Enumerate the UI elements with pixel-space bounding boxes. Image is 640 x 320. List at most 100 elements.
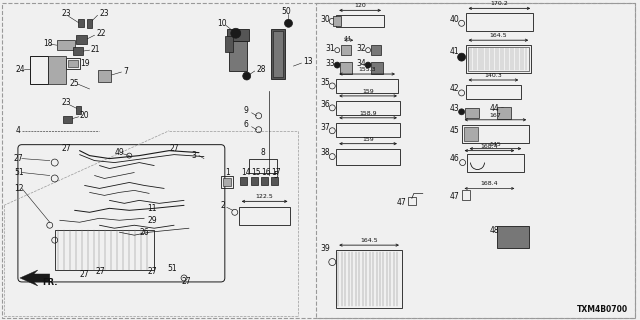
Text: 3: 3 [191, 151, 196, 160]
Bar [66, 58, 79, 69]
Text: 170.2: 170.2 [490, 1, 508, 6]
Bar [223, 179, 231, 187]
Text: 27: 27 [79, 270, 89, 279]
Text: 11: 11 [147, 204, 157, 213]
Text: 30: 30 [321, 15, 330, 24]
Bar [63, 116, 72, 123]
Text: 2: 2 [221, 201, 225, 210]
Text: 51: 51 [167, 263, 177, 273]
Circle shape [499, 229, 506, 237]
Text: 168.4: 168.4 [481, 181, 499, 187]
Text: 23: 23 [61, 98, 71, 108]
Bar [371, 62, 383, 74]
Text: 42: 42 [450, 84, 460, 93]
Bar [30, 56, 48, 84]
Text: 164.5: 164.5 [360, 238, 378, 243]
Circle shape [458, 53, 465, 61]
Bar [465, 108, 479, 118]
Bar [229, 41, 246, 71]
Bar [271, 178, 278, 186]
Bar [227, 29, 249, 41]
Text: 44: 44 [490, 104, 499, 113]
Bar [260, 178, 268, 186]
Bar [249, 159, 276, 172]
Text: 34: 34 [356, 59, 366, 68]
Text: 21: 21 [90, 45, 100, 54]
Text: 33: 33 [326, 59, 335, 68]
Text: 18: 18 [43, 39, 52, 48]
Text: 27: 27 [181, 277, 191, 286]
Bar [465, 13, 533, 31]
Bar [316, 4, 635, 318]
Circle shape [459, 109, 465, 115]
Text: 27: 27 [169, 144, 179, 153]
Bar [461, 190, 470, 200]
Text: 29: 29 [147, 216, 157, 225]
Text: 159: 159 [362, 137, 374, 142]
Bar [341, 45, 351, 55]
Text: 28: 28 [257, 65, 266, 74]
Bar [271, 29, 285, 79]
Text: 47: 47 [396, 198, 406, 207]
Text: 32: 32 [356, 44, 366, 53]
Bar [336, 148, 400, 164]
Bar [333, 16, 341, 26]
Bar [48, 56, 66, 84]
Text: 26: 26 [140, 228, 149, 237]
Bar [497, 107, 511, 119]
Text: 41: 41 [450, 47, 460, 56]
Text: TXM4B0700: TXM4B0700 [577, 305, 628, 314]
Bar [251, 178, 258, 186]
Bar [77, 19, 84, 27]
Text: 140.3: 140.3 [484, 73, 502, 78]
Text: 39: 39 [321, 244, 330, 252]
Bar [239, 207, 291, 225]
Bar [72, 47, 83, 55]
Text: 19: 19 [81, 59, 90, 68]
Text: 168.4: 168.4 [481, 144, 499, 148]
Bar [336, 101, 400, 115]
Text: 7: 7 [124, 67, 128, 76]
Text: 22: 22 [97, 29, 106, 38]
Text: 27: 27 [61, 144, 71, 153]
Text: 25: 25 [70, 79, 79, 88]
Text: 27: 27 [95, 268, 105, 276]
Bar [497, 226, 529, 248]
Circle shape [287, 21, 291, 25]
Text: 9: 9 [244, 106, 248, 115]
Bar [76, 106, 81, 114]
Text: 122.5: 122.5 [256, 194, 273, 199]
Bar [336, 15, 384, 27]
Text: 17: 17 [271, 168, 281, 177]
Text: FR.: FR. [42, 278, 58, 287]
Text: 31: 31 [326, 44, 335, 53]
Polygon shape [20, 270, 50, 286]
Text: 37: 37 [321, 123, 330, 132]
Bar [99, 70, 111, 82]
Text: 20: 20 [79, 111, 89, 120]
Bar [240, 178, 246, 186]
Text: 4: 4 [16, 126, 20, 135]
Bar [465, 85, 521, 99]
Text: 24: 24 [16, 65, 26, 74]
Text: 27: 27 [147, 268, 157, 276]
Text: 13: 13 [303, 57, 313, 66]
Bar [467, 154, 524, 172]
Bar [57, 40, 75, 50]
Circle shape [334, 62, 340, 68]
Text: 44: 44 [344, 36, 352, 41]
Text: 8: 8 [260, 148, 266, 157]
Text: 23: 23 [61, 9, 71, 18]
Bar [408, 197, 416, 205]
Bar [371, 45, 381, 55]
Text: 46: 46 [450, 154, 460, 163]
Text: 38: 38 [321, 148, 330, 157]
Text: 158.9: 158.9 [359, 111, 377, 116]
Text: 120: 120 [355, 4, 366, 8]
Text: 50: 50 [282, 7, 291, 16]
Bar [221, 177, 233, 188]
Bar [86, 19, 92, 28]
Text: 49: 49 [115, 148, 124, 157]
Text: 40: 40 [450, 15, 460, 24]
Text: 12: 12 [14, 184, 24, 193]
